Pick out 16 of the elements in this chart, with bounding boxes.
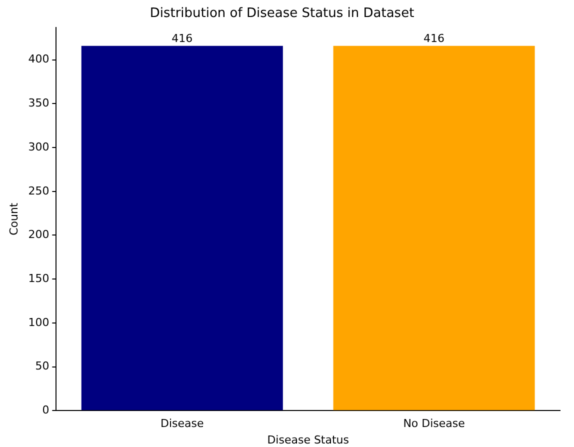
y-tick-label: 350	[28, 96, 50, 110]
y-tick-label: 0	[42, 403, 50, 416]
chart-title: Distribution of Disease Status in Dataset	[150, 6, 414, 22]
y-tick-label: 400	[28, 52, 50, 66]
y-tick-label: 300	[28, 140, 50, 154]
data-label: 416	[172, 32, 193, 46]
y-tick-label: 150	[28, 272, 50, 285]
data-label: 416	[424, 32, 445, 46]
x-tick-label: Disease	[160, 417, 204, 430]
x-axis-title: Disease Status	[267, 433, 350, 446]
y-tick-label: 200	[28, 228, 50, 242]
y-tick-label: 250	[28, 184, 50, 198]
y-tick-label: 100	[28, 316, 50, 329]
x-tick-label: No Disease	[403, 417, 466, 430]
y-axis-title: Count	[7, 202, 20, 236]
y-tick-label: 50	[35, 360, 50, 373]
